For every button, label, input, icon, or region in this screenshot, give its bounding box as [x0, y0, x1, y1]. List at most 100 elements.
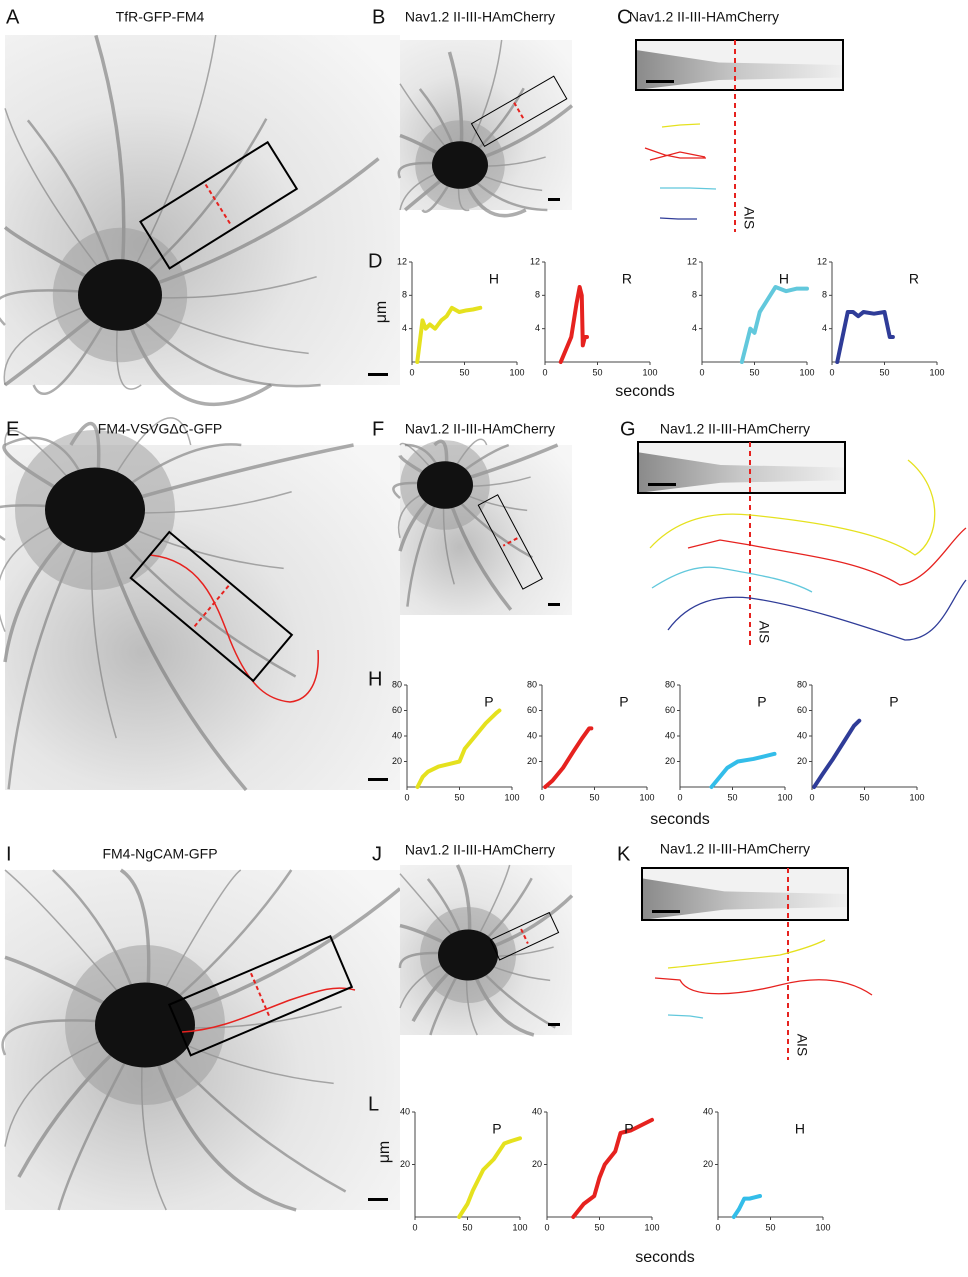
x-tick-label: 50 — [879, 367, 889, 377]
x-tick-label: 0 — [699, 367, 704, 377]
track-class: P — [889, 694, 898, 710]
trace — [655, 978, 872, 995]
data-line — [734, 1196, 760, 1217]
x-tick-label: 100 — [639, 792, 654, 802]
scale-bar — [368, 373, 388, 376]
x-tick-label: 0 — [544, 1222, 549, 1232]
y-tick-label: 40 — [797, 730, 807, 740]
x-tick-label: 100 — [642, 367, 657, 377]
panel-title: Nav1.2 II-III-HAmCherry — [405, 9, 555, 25]
x-tick-label: 50 — [592, 367, 602, 377]
x-tick-label: 50 — [462, 1222, 472, 1232]
x-tick-label: 100 — [512, 1222, 527, 1232]
panel-title: Nav1.2 II-III-HAmCherry — [660, 841, 810, 857]
scale-bar — [648, 483, 676, 486]
track-class: P — [624, 1121, 633, 1137]
x-tick-label: 100 — [929, 367, 944, 377]
micrograph — [3, 870, 400, 1210]
y-tick-label: 60 — [797, 705, 807, 715]
track-class: H — [795, 1121, 805, 1137]
x-axis-label: seconds — [650, 811, 710, 828]
x-tick-label: 0 — [404, 792, 409, 802]
x-tick-label: 100 — [509, 367, 524, 377]
x-tick-label: 50 — [749, 367, 759, 377]
x-tick-label: 0 — [412, 1222, 417, 1232]
panel-title: Nav1.2 II-III-HAmCherry — [405, 421, 555, 437]
x-tick-label: 50 — [594, 1222, 604, 1232]
y-tick-label: 80 — [392, 679, 402, 689]
scale-bar — [368, 778, 388, 781]
figure: ATfR-GFP-FM4BNav1.2 II-III-HAmCherryAISC… — [0, 0, 968, 1272]
y-tick-label: 20 — [532, 1159, 542, 1169]
y-tick-label: 8 — [692, 290, 697, 300]
x-tick-label: 0 — [809, 792, 814, 802]
y-tick-label: 40 — [703, 1106, 713, 1116]
track-class: R — [909, 271, 919, 287]
trace — [660, 188, 716, 189]
x-tick-label: 50 — [459, 367, 469, 377]
y-tick-label: 60 — [527, 705, 537, 715]
strip-image — [642, 868, 872, 1060]
soma — [438, 930, 498, 981]
y-tick-label: 12 — [687, 256, 697, 266]
x-tick-label: 50 — [859, 792, 869, 802]
x-tick-label: 50 — [727, 792, 737, 802]
y-tick-label: 20 — [527, 756, 537, 766]
soma — [78, 259, 162, 330]
micrograph — [399, 40, 572, 216]
trace — [668, 580, 966, 640]
y-tick-label: 4 — [402, 323, 407, 333]
y-tick-label: 40 — [392, 730, 402, 740]
y-tick-label: 20 — [400, 1159, 410, 1169]
panel-letter: I — [6, 843, 12, 865]
y-tick-label: 8 — [822, 290, 827, 300]
soma — [45, 468, 145, 553]
panel-letter: J — [372, 843, 382, 865]
trace — [668, 1015, 703, 1018]
scale-bar — [368, 1198, 388, 1201]
x-tick-label: 0 — [542, 367, 547, 377]
panel-title: TfR-GFP-FM4 — [116, 9, 205, 25]
y-tick-label: 80 — [527, 679, 537, 689]
x-tick-label: 50 — [765, 1222, 775, 1232]
y-tick-label: 4 — [535, 323, 540, 333]
y-tick-label: 8 — [535, 290, 540, 300]
data-line — [418, 711, 500, 788]
trace — [660, 218, 697, 219]
data-line — [561, 287, 587, 362]
micrograph — [0, 35, 400, 404]
track-class: R — [622, 271, 632, 287]
x-tick-label: 100 — [815, 1222, 830, 1232]
panel-letter: K — [617, 843, 631, 865]
y-tick-label: 40 — [400, 1106, 410, 1116]
soma — [95, 983, 195, 1068]
scale-bar — [652, 910, 680, 913]
x-tick-label: 0 — [539, 792, 544, 802]
panel-letter: F — [372, 418, 384, 440]
x-tick-label: 50 — [454, 792, 464, 802]
soma — [417, 461, 473, 509]
scale-bar — [548, 1023, 560, 1026]
y-tick-label: 8 — [402, 290, 407, 300]
x-axis-label: seconds — [635, 1249, 695, 1266]
panel-letter: L — [368, 1093, 379, 1115]
y-tick-label: 20 — [703, 1159, 713, 1169]
trace — [652, 567, 812, 592]
micrograph — [0, 418, 400, 790]
track-class: H — [489, 271, 499, 287]
x-tick-label: 100 — [909, 792, 924, 802]
y-tick-label: 20 — [665, 756, 675, 766]
panel-title: Nav1.2 II-III-HAmCherry — [405, 842, 555, 858]
x-tick-label: 100 — [504, 792, 519, 802]
x-tick-label: 0 — [715, 1222, 720, 1232]
y-tick-label: 12 — [530, 256, 540, 266]
x-tick-label: 100 — [644, 1222, 659, 1232]
scale-bar — [548, 198, 560, 201]
y-axis-label: μm — [376, 1141, 393, 1164]
trace — [668, 940, 825, 968]
y-tick-label: 20 — [797, 756, 807, 766]
scale-bar — [548, 603, 560, 606]
y-tick-label: 4 — [692, 323, 697, 333]
y-tick-label: 20 — [392, 756, 402, 766]
y-tick-label: 80 — [797, 679, 807, 689]
